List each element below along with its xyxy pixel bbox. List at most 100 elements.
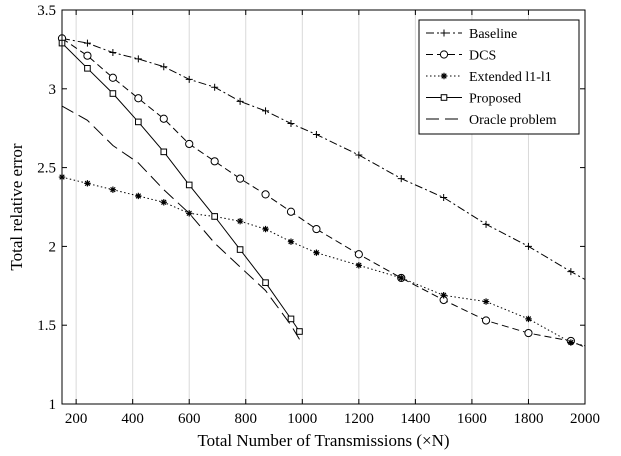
legend-label: DCS — [469, 49, 496, 64]
series-line-baseline — [61, 37, 586, 280]
star-marker — [482, 298, 490, 305]
legend-label: Extended l1-l1 — [469, 70, 552, 85]
plus-marker — [567, 268, 575, 276]
star-marker — [160, 199, 167, 206]
circle-marker — [108, 73, 117, 82]
plus-marker — [440, 194, 448, 202]
series-line-extended-l1-l1 — [61, 176, 586, 347]
circle-marker — [481, 316, 491, 325]
plus-marker — [185, 75, 193, 83]
plus-marker — [83, 39, 91, 47]
circle-marker — [524, 328, 533, 338]
star-marker — [109, 186, 117, 193]
circle-marker — [83, 51, 92, 60]
square-marker — [296, 328, 303, 335]
plus-marker — [312, 131, 320, 139]
square-marker — [84, 65, 91, 72]
star-marker — [186, 210, 193, 217]
star-marker — [287, 238, 295, 245]
x-tick-label: 2000 — [570, 411, 600, 427]
series-line-proposed — [61, 42, 300, 332]
circle-marker — [354, 250, 363, 259]
legend-label: Oracle problem — [469, 113, 557, 128]
y-axis-label: Total relative error — [7, 143, 26, 271]
circle-marker — [210, 157, 219, 166]
square-marker — [109, 90, 117, 97]
circle-marker — [159, 114, 168, 123]
plus-marker — [355, 151, 363, 159]
series-line-oracle-problem — [61, 105, 300, 340]
legend-entry: Extended l1-l1 — [426, 70, 552, 85]
plus-marker — [440, 29, 448, 37]
series-layer — [57, 34, 586, 348]
plus-marker — [211, 83, 219, 91]
star-marker — [355, 262, 363, 269]
series-dcs — [57, 34, 586, 348]
plus-marker — [482, 220, 490, 228]
circle-marker — [312, 224, 321, 234]
circle-marker — [185, 139, 194, 149]
star-marker — [236, 217, 244, 225]
legend: Baseline DCS Extended l1-l1 Proposed Oracle … — [418, 19, 580, 135]
x-axis-label: Total Number of Transmissions (×N) — [197, 431, 449, 450]
star-marker — [398, 274, 405, 282]
circle-marker — [134, 94, 143, 103]
legend-entry: Oracle problem — [426, 113, 557, 128]
plus-marker — [287, 119, 295, 127]
star-marker — [567, 339, 575, 346]
square-marker — [211, 213, 218, 220]
plus-marker — [109, 49, 117, 57]
plot-frame — [61, 9, 586, 405]
y-tick-label: 2 — [49, 239, 57, 255]
y-tick-label: 3.5 — [37, 3, 56, 19]
legend-label: Proposed — [469, 92, 521, 107]
x-tick-label: 1000 — [287, 411, 317, 427]
plus-marker — [524, 242, 532, 250]
square-marker — [160, 148, 168, 156]
star-marker — [525, 315, 532, 323]
square-marker — [440, 94, 448, 101]
star-marker — [135, 192, 142, 200]
legend-entry: Proposed — [426, 92, 521, 107]
x-tick-label: 600 — [178, 411, 201, 427]
legend-entry: DCS — [426, 49, 496, 64]
x-tick-label: 200 — [65, 411, 88, 427]
legend-label: Baseline — [469, 27, 517, 42]
star-marker — [262, 225, 269, 233]
square-marker — [185, 181, 193, 189]
y-tick-label: 2.5 — [37, 161, 56, 177]
axis-ticks: 200 400 600 800 1000 1200 1400 1600 1800 2000 1 1.5… — [37, 3, 600, 427]
x-tick-label: 400 — [121, 411, 144, 427]
y-tick-label: 1.5 — [37, 318, 56, 334]
plus-marker — [236, 97, 244, 105]
plus-marker — [160, 63, 168, 71]
y-tick-label: 3 — [49, 82, 57, 98]
star-marker — [440, 72, 448, 80]
series-proposed — [58, 39, 303, 335]
y-tick-label: 1 — [49, 397, 57, 413]
series-extended-l1-l1 — [58, 173, 586, 347]
plus-marker — [262, 107, 270, 115]
x-tick-label: 1400 — [400, 411, 430, 427]
series-oracle-problem — [61, 105, 300, 340]
circle-marker — [261, 190, 270, 199]
star-marker — [313, 249, 320, 256]
x-tick-label: 800 — [235, 411, 258, 427]
star-marker — [440, 292, 447, 299]
series-line-dcs — [61, 37, 586, 348]
x-tick-label: 1200 — [344, 411, 374, 427]
square-marker — [262, 279, 269, 286]
plus-marker — [397, 175, 405, 183]
plus-marker — [134, 55, 142, 63]
square-marker — [236, 246, 244, 253]
x-tick-label: 1800 — [513, 411, 543, 427]
star-marker — [84, 180, 91, 187]
circle-marker — [286, 207, 296, 216]
legend-entry: Baseline — [426, 27, 517, 42]
circle-marker — [236, 174, 245, 183]
x-tick-label: 1600 — [457, 411, 487, 427]
square-marker — [135, 118, 142, 126]
square-marker — [287, 315, 295, 323]
circle-marker — [439, 50, 449, 59]
